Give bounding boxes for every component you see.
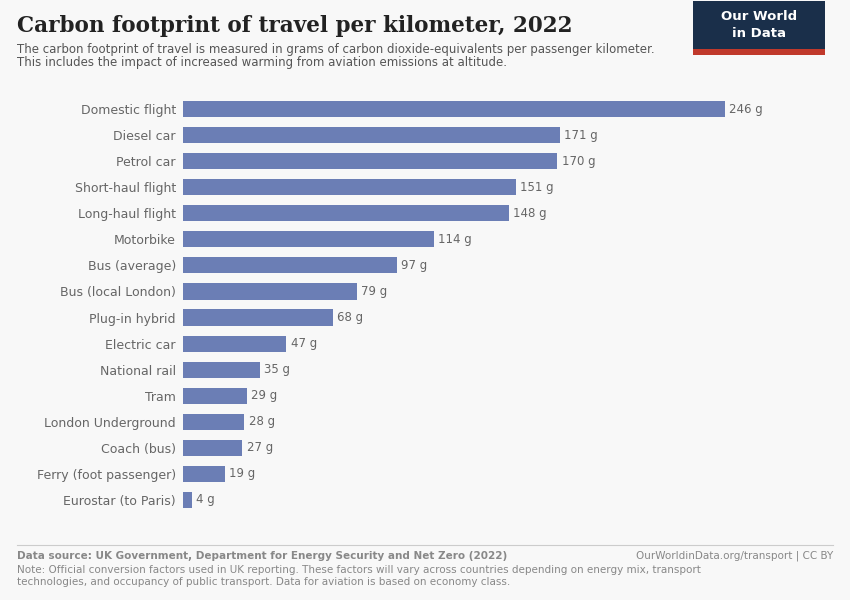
- Text: 29 g: 29 g: [251, 389, 277, 402]
- Bar: [183, 335, 286, 352]
- Bar: [183, 257, 396, 274]
- Text: The carbon footprint of travel is measured in grams of carbon dioxide-equivalent: The carbon footprint of travel is measur…: [17, 43, 654, 56]
- Text: 246 g: 246 g: [729, 103, 763, 116]
- Text: 148 g: 148 g: [513, 207, 547, 220]
- Text: 35 g: 35 g: [264, 363, 291, 376]
- Text: Our World
in Data: Our World in Data: [721, 10, 796, 40]
- Text: technologies, and occupancy of public transport. Data for aviation is based on e: technologies, and occupancy of public tr…: [17, 577, 510, 587]
- Bar: [183, 466, 224, 482]
- Text: 151 g: 151 g: [520, 181, 553, 194]
- Bar: [183, 414, 245, 430]
- Bar: [183, 127, 559, 143]
- Text: OurWorldinData.org/transport | CC BY: OurWorldinData.org/transport | CC BY: [636, 551, 833, 562]
- Bar: [183, 492, 191, 508]
- Text: 4 g: 4 g: [196, 493, 215, 506]
- Text: 28 g: 28 g: [249, 415, 275, 428]
- Bar: [183, 310, 332, 326]
- Bar: [183, 101, 725, 117]
- Text: 79 g: 79 g: [361, 285, 388, 298]
- Text: 170 g: 170 g: [562, 155, 595, 167]
- Text: Note: Official conversion factors used in UK reporting. These factors will vary : Note: Official conversion factors used i…: [17, 565, 701, 575]
- Bar: [183, 440, 242, 456]
- Text: 47 g: 47 g: [291, 337, 317, 350]
- Text: 27 g: 27 g: [246, 442, 273, 454]
- Text: Carbon footprint of travel per kilometer, 2022: Carbon footprint of travel per kilometer…: [17, 15, 573, 37]
- Text: 19 g: 19 g: [229, 467, 255, 481]
- Bar: [183, 179, 515, 195]
- Bar: [183, 153, 558, 169]
- Text: Data source: UK Government, Department for Energy Security and Net Zero (2022): Data source: UK Government, Department f…: [17, 551, 507, 561]
- Bar: [183, 362, 260, 378]
- Bar: [183, 205, 509, 221]
- Text: This includes the impact of increased warming from aviation emissions at altitud: This includes the impact of increased wa…: [17, 56, 507, 70]
- Bar: [183, 388, 246, 404]
- Bar: [183, 231, 434, 247]
- Text: 68 g: 68 g: [337, 311, 363, 324]
- Text: 114 g: 114 g: [439, 233, 472, 246]
- Bar: [183, 283, 357, 299]
- Text: 171 g: 171 g: [564, 128, 598, 142]
- Text: 97 g: 97 g: [401, 259, 428, 272]
